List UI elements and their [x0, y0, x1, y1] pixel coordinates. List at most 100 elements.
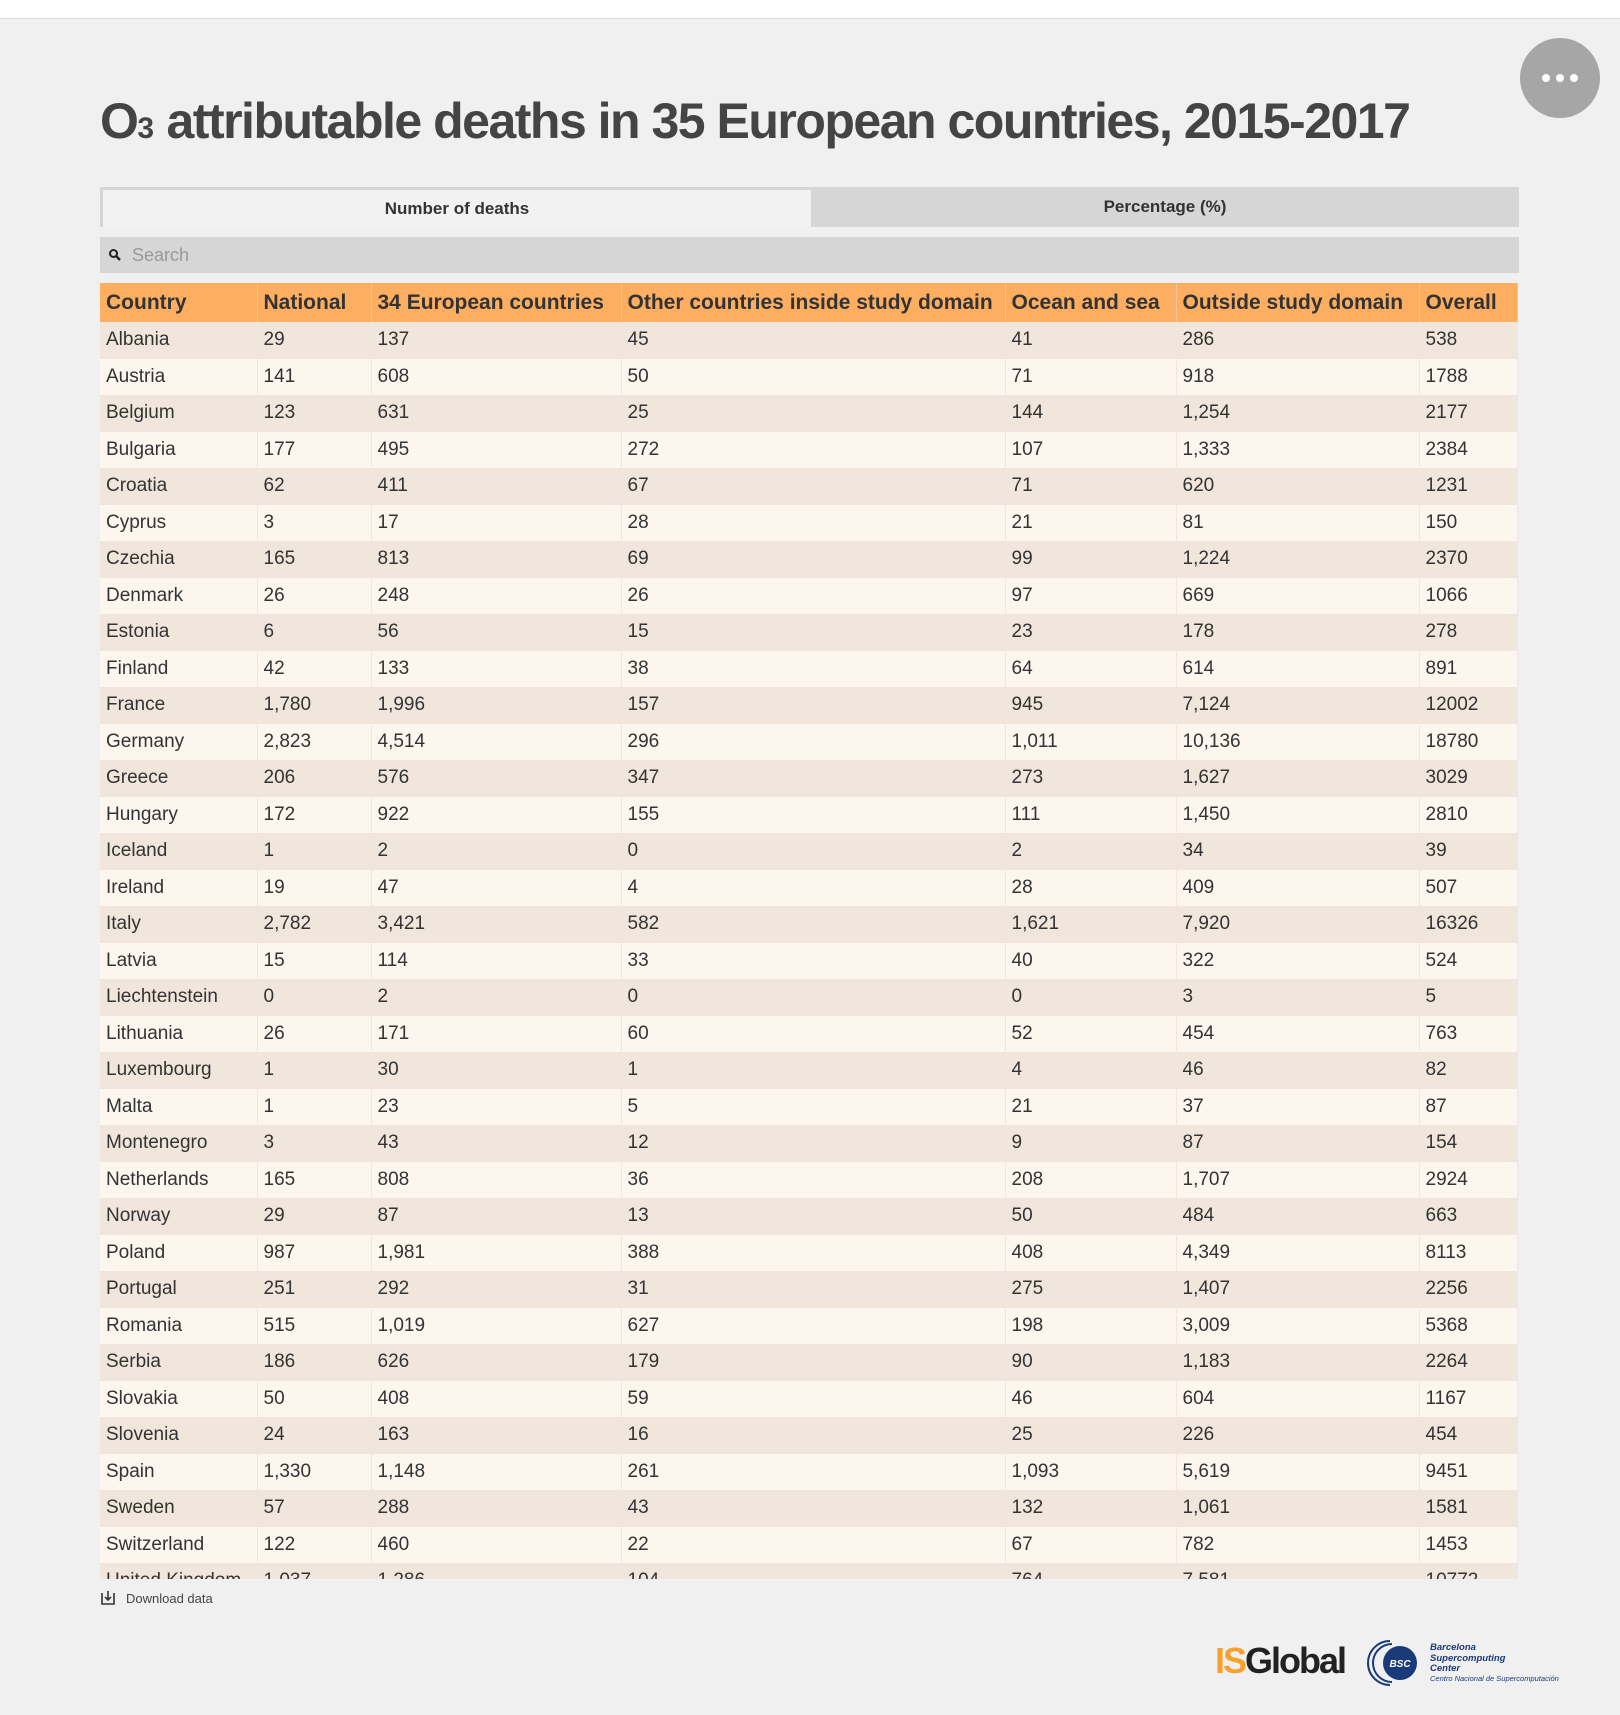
cell-european-34: 411 [371, 468, 622, 505]
table-row: Slovenia 24 163 16 25 226 454 [100, 1417, 1518, 1454]
table-row: Liechtenstein 0 2 0 0 3 5 [100, 979, 1518, 1016]
cell-outside-domain: 782 [1176, 1526, 1420, 1563]
cell-ocean-and-sea: 1,011 [1005, 723, 1177, 760]
table-row: Bulgaria 177 495 272 107 1,333 2384 [100, 431, 1518, 468]
cell-country: Switzerland [100, 1526, 258, 1563]
tab-percentage[interactable]: Percentage (%) [1103, 197, 1227, 216]
cell-overall: 2810 [1419, 796, 1518, 833]
cell-ocean-and-sea: 2 [1005, 833, 1177, 870]
cell-country: Estonia [100, 614, 258, 651]
column-header-ocean-and-sea[interactable]: Ocean and sea [1005, 283, 1177, 322]
cell-outside-domain: 604 [1176, 1380, 1420, 1417]
cell-european-34: 1,148 [371, 1453, 622, 1490]
cell-ocean-and-sea: 1,093 [1005, 1453, 1177, 1490]
cell-outside-domain: 286 [1176, 322, 1420, 359]
cell-european-34: 248 [371, 577, 622, 614]
cell-overall: 2256 [1419, 1271, 1518, 1308]
cell-national: 42 [257, 650, 372, 687]
cell-country: Belgium [100, 395, 258, 432]
table-row: Cyprus 3 17 28 21 81 150 [100, 504, 1518, 541]
cell-national: 123 [257, 395, 372, 432]
cell-overall: 154 [1419, 1125, 1518, 1162]
column-header-national[interactable]: National [257, 283, 372, 322]
cell-national: 2,782 [257, 906, 372, 943]
cell-overall: 10772 [1419, 1563, 1518, 1579]
cell-european-34: 137 [371, 322, 622, 359]
cell-outside-domain: 4,349 [1176, 1234, 1420, 1271]
table-row: Iceland 1 2 0 2 34 39 [100, 833, 1518, 870]
cell-ocean-and-sea: 46 [1005, 1380, 1177, 1417]
cell-overall: 2264 [1419, 1344, 1518, 1381]
column-header-34-european[interactable]: 34 European countries [371, 283, 622, 322]
cell-other-countries: 60 [621, 1015, 1006, 1052]
cell-country: Austria [100, 358, 258, 395]
table-row: Montenegro 3 43 12 9 87 154 [100, 1125, 1518, 1162]
more-dots-icon [1542, 74, 1550, 82]
search-icon [109, 249, 121, 261]
cell-country: Bulgaria [100, 431, 258, 468]
column-header-country[interactable]: Country [100, 283, 258, 322]
cell-national: 1 [257, 833, 372, 870]
cell-country: Lithuania [100, 1015, 258, 1052]
bsc-logo-icon: BSC [1367, 1640, 1417, 1686]
cell-european-34: 292 [371, 1271, 622, 1308]
cell-other-countries: 16 [621, 1417, 1006, 1454]
data-table-container[interactable]: Country National 34 European countries O… [100, 283, 1519, 1579]
cell-ocean-and-sea: 21 [1005, 1088, 1177, 1125]
column-header-other-countries[interactable]: Other countries inside study domain [621, 283, 1006, 322]
cell-ocean-and-sea: 64 [1005, 650, 1177, 687]
cell-other-countries: 388 [621, 1234, 1006, 1271]
table-row: Serbia 186 626 179 90 1,183 2264 [100, 1344, 1518, 1381]
cell-ocean-and-sea: 111 [1005, 796, 1177, 833]
cell-ocean-and-sea: 97 [1005, 577, 1177, 614]
cell-outside-domain: 1,627 [1176, 760, 1420, 797]
cell-outside-domain: 669 [1176, 577, 1420, 614]
cell-national: 50 [257, 1380, 372, 1417]
more-options-button[interactable] [1520, 38, 1600, 118]
table-row: Ireland 19 47 4 28 409 507 [100, 869, 1518, 906]
cell-other-countries: 5 [621, 1088, 1006, 1125]
column-header-overall[interactable]: Overall [1419, 283, 1518, 322]
table-row: Portugal 251 292 31 275 1,407 2256 [100, 1271, 1518, 1308]
cell-country: Sweden [100, 1490, 258, 1527]
cell-outside-domain: 484 [1176, 1198, 1420, 1235]
table-header-row: Country National 34 European countries O… [100, 283, 1518, 322]
cell-national: 26 [257, 577, 372, 614]
table-row: France 1,780 1,996 157 945 7,124 12002 [100, 687, 1518, 724]
cell-outside-domain: 620 [1176, 468, 1420, 505]
cell-outside-domain: 1,450 [1176, 796, 1420, 833]
table-row: Malta 1 23 5 21 37 87 [100, 1088, 1518, 1125]
cell-national: 29 [257, 1198, 372, 1235]
column-header-outside-domain[interactable]: Outside study domain [1176, 283, 1420, 322]
cell-national: 1,780 [257, 687, 372, 724]
cell-outside-domain: 614 [1176, 650, 1420, 687]
tab-number-of-deaths[interactable]: Number of deaths [100, 187, 811, 227]
cell-outside-domain: 1,254 [1176, 395, 1420, 432]
table-row: Luxembourg 1 30 1 4 46 82 [100, 1052, 1518, 1089]
tab-bar: Number of deaths Percentage (%) [100, 187, 1519, 227]
cell-outside-domain: 322 [1176, 942, 1420, 979]
cell-outside-domain: 3,009 [1176, 1307, 1420, 1344]
cell-outside-domain: 454 [1176, 1015, 1420, 1052]
table-row: Czechia 165 813 69 99 1,224 2370 [100, 541, 1518, 578]
cell-national: 1 [257, 1052, 372, 1089]
table-row: Greece 206 576 347 273 1,627 3029 [100, 760, 1518, 797]
cell-european-34: 30 [371, 1052, 622, 1089]
cell-overall: 12002 [1419, 687, 1518, 724]
cell-overall: 763 [1419, 1015, 1518, 1052]
table-body: Albania 29 137 45 41 286 538 Austria 141 608 50 71 9… [100, 322, 1518, 1579]
search-input[interactable] [132, 244, 1482, 266]
cell-european-34: 87 [371, 1198, 622, 1235]
cell-national: 515 [257, 1307, 372, 1344]
cell-ocean-and-sea: 208 [1005, 1161, 1177, 1198]
download-data-link[interactable]: Download data [100, 1590, 213, 1606]
cell-european-34: 922 [371, 796, 622, 833]
cell-national: 19 [257, 869, 372, 906]
cell-outside-domain: 178 [1176, 614, 1420, 651]
cell-european-34: 43 [371, 1125, 622, 1162]
cell-other-countries: 13 [621, 1198, 1006, 1235]
cell-country: Slovakia [100, 1380, 258, 1417]
page-title: O3 attributable deaths in 35 European co… [100, 93, 1411, 149]
cell-overall: 16326 [1419, 906, 1518, 943]
cell-overall: 1788 [1419, 358, 1518, 395]
